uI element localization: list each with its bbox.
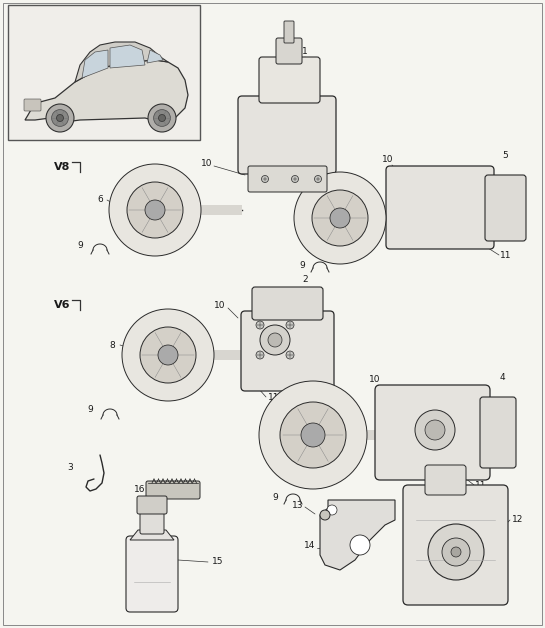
- Polygon shape: [130, 530, 174, 540]
- Text: 6: 6: [97, 195, 103, 205]
- Circle shape: [159, 114, 166, 121]
- Text: 16: 16: [134, 485, 146, 494]
- Text: 3: 3: [67, 463, 73, 472]
- Circle shape: [312, 190, 368, 246]
- Circle shape: [451, 547, 461, 557]
- Polygon shape: [110, 45, 145, 68]
- Circle shape: [262, 175, 269, 183]
- Text: V8: V8: [54, 162, 70, 172]
- Circle shape: [57, 114, 64, 121]
- FancyBboxPatch shape: [259, 57, 320, 103]
- Bar: [201, 205, 242, 215]
- Bar: [349, 430, 390, 440]
- Circle shape: [280, 402, 346, 468]
- Circle shape: [294, 172, 386, 264]
- Circle shape: [320, 510, 330, 520]
- Circle shape: [286, 351, 294, 359]
- Text: 9: 9: [87, 406, 93, 414]
- FancyBboxPatch shape: [146, 481, 200, 499]
- Text: V6: V6: [54, 300, 70, 310]
- Polygon shape: [320, 500, 395, 570]
- Text: 9: 9: [77, 241, 83, 249]
- Circle shape: [46, 104, 74, 132]
- Bar: [370, 213, 400, 223]
- Text: 5: 5: [502, 151, 508, 160]
- Text: 11: 11: [500, 251, 512, 259]
- Text: 10: 10: [370, 376, 381, 384]
- FancyBboxPatch shape: [485, 175, 526, 241]
- Bar: [8, 5, 200, 140]
- FancyBboxPatch shape: [140, 508, 164, 534]
- Circle shape: [268, 333, 282, 347]
- Text: 9: 9: [299, 261, 305, 269]
- FancyBboxPatch shape: [241, 311, 334, 391]
- Text: 11: 11: [268, 392, 280, 401]
- Text: 11: 11: [475, 480, 487, 489]
- Text: 4: 4: [499, 374, 505, 382]
- Polygon shape: [75, 42, 168, 82]
- Text: 13: 13: [292, 501, 304, 509]
- Circle shape: [145, 200, 165, 220]
- Circle shape: [301, 423, 325, 447]
- FancyBboxPatch shape: [375, 385, 490, 480]
- Circle shape: [286, 321, 294, 329]
- FancyBboxPatch shape: [252, 287, 323, 320]
- Circle shape: [256, 321, 264, 329]
- Circle shape: [415, 410, 455, 450]
- Circle shape: [292, 175, 299, 183]
- Text: 1: 1: [302, 48, 308, 57]
- Circle shape: [330, 208, 350, 228]
- FancyBboxPatch shape: [386, 166, 494, 249]
- FancyBboxPatch shape: [403, 485, 508, 605]
- Text: 14: 14: [304, 541, 316, 551]
- FancyBboxPatch shape: [126, 536, 178, 612]
- Circle shape: [425, 420, 445, 440]
- Circle shape: [327, 505, 337, 515]
- Circle shape: [109, 164, 201, 256]
- Circle shape: [428, 524, 484, 580]
- FancyBboxPatch shape: [238, 96, 336, 174]
- Circle shape: [259, 381, 367, 489]
- Text: 9: 9: [272, 492, 278, 502]
- Circle shape: [154, 110, 171, 126]
- Polygon shape: [25, 60, 188, 122]
- FancyBboxPatch shape: [284, 21, 294, 43]
- Text: 15: 15: [212, 558, 224, 566]
- Circle shape: [256, 351, 264, 359]
- Bar: [198, 350, 255, 360]
- Circle shape: [350, 535, 370, 555]
- Text: 10: 10: [382, 156, 393, 165]
- Circle shape: [52, 110, 69, 126]
- Text: 10: 10: [214, 301, 226, 310]
- Text: 8: 8: [109, 340, 115, 350]
- Circle shape: [122, 309, 214, 401]
- Circle shape: [314, 175, 322, 183]
- FancyBboxPatch shape: [480, 397, 516, 468]
- FancyBboxPatch shape: [425, 465, 466, 495]
- Circle shape: [148, 104, 176, 132]
- Text: 7: 7: [332, 416, 338, 425]
- FancyBboxPatch shape: [276, 38, 302, 64]
- FancyBboxPatch shape: [137, 496, 167, 514]
- Polygon shape: [147, 50, 163, 63]
- Text: 10: 10: [201, 158, 213, 168]
- Circle shape: [140, 327, 196, 383]
- Text: 12: 12: [512, 516, 523, 524]
- Polygon shape: [82, 50, 108, 78]
- Circle shape: [158, 345, 178, 365]
- Text: 11: 11: [338, 185, 349, 195]
- FancyBboxPatch shape: [24, 99, 41, 111]
- Circle shape: [127, 182, 183, 238]
- Text: 2: 2: [302, 276, 308, 284]
- FancyBboxPatch shape: [248, 166, 327, 192]
- Text: 7: 7: [357, 200, 363, 210]
- Circle shape: [442, 538, 470, 566]
- Circle shape: [260, 325, 290, 355]
